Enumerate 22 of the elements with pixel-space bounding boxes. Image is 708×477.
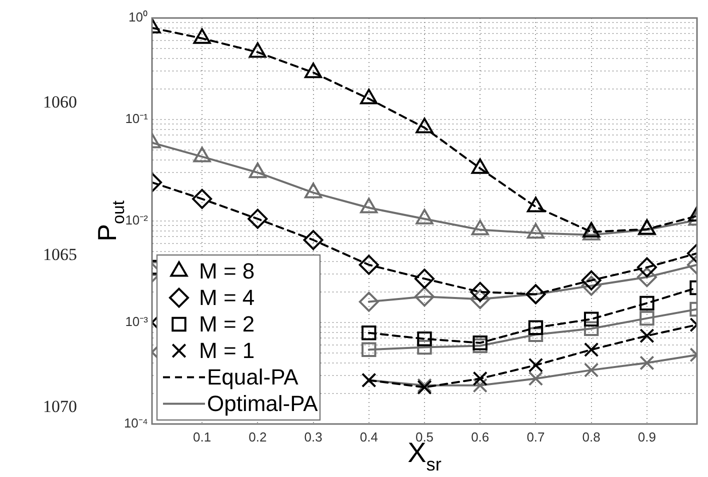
text: 1070 <box>43 397 77 416</box>
y-tick-label: 10⁻² <box>125 212 149 228</box>
x-tick-label: 0.7 <box>526 429 545 444</box>
text: 1060 <box>43 92 77 112</box>
y-tick-label: 10⁻¹ <box>125 111 149 126</box>
x-tick-label: 0.8 <box>582 429 600 444</box>
x-tick-label: 0.6 <box>471 429 490 444</box>
x-tick-label: 0.2 <box>248 429 267 444</box>
legend-label: M = 8 <box>199 258 255 284</box>
y-tick-label: 10⁰ <box>128 10 148 25</box>
y-tick-label: 10⁻³ <box>125 314 149 330</box>
y-tick-label: 10⁻⁴ <box>124 416 148 431</box>
legend-label: M = 4 <box>199 284 255 310</box>
legend-label: Optimal-PA <box>207 390 318 416</box>
legend-label: M = 1 <box>199 338 255 363</box>
legend-label: Equal-PA <box>207 364 299 390</box>
x-tick-label: 0.1 <box>193 429 212 444</box>
text: 1065 <box>43 244 77 264</box>
x-tick-label: 0.3 <box>304 429 322 444</box>
legend-label: M = 2 <box>199 311 255 336</box>
x-tick-label: 0.9 <box>638 429 656 444</box>
x-tick-label: 0.4 <box>360 429 378 444</box>
